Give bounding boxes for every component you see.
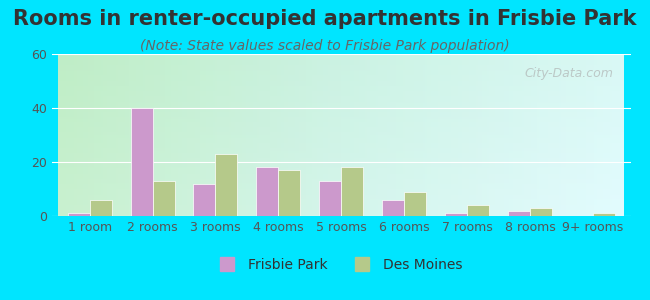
Bar — [153, 181, 175, 216]
Legend: Frisbie Park, Des Moines: Frisbie Park, Des Moines — [214, 251, 468, 277]
Bar — [68, 213, 90, 216]
Bar — [467, 205, 489, 216]
Bar — [278, 170, 300, 216]
Bar — [256, 167, 278, 216]
Bar — [404, 192, 426, 216]
Bar — [445, 213, 467, 216]
Bar — [90, 200, 112, 216]
Bar — [319, 181, 341, 216]
Bar — [194, 184, 216, 216]
Bar — [341, 167, 363, 216]
Bar — [508, 211, 530, 216]
Text: City-Data.com: City-Data.com — [525, 67, 613, 80]
Text: (Note: State values scaled to Frisbie Park population): (Note: State values scaled to Frisbie Pa… — [140, 39, 510, 53]
Bar — [131, 108, 153, 216]
Bar — [216, 154, 237, 216]
Bar — [593, 213, 615, 216]
Text: Rooms in renter-occupied apartments in Frisbie Park: Rooms in renter-occupied apartments in F… — [13, 9, 637, 29]
Bar — [530, 208, 552, 216]
Bar — [382, 200, 404, 216]
